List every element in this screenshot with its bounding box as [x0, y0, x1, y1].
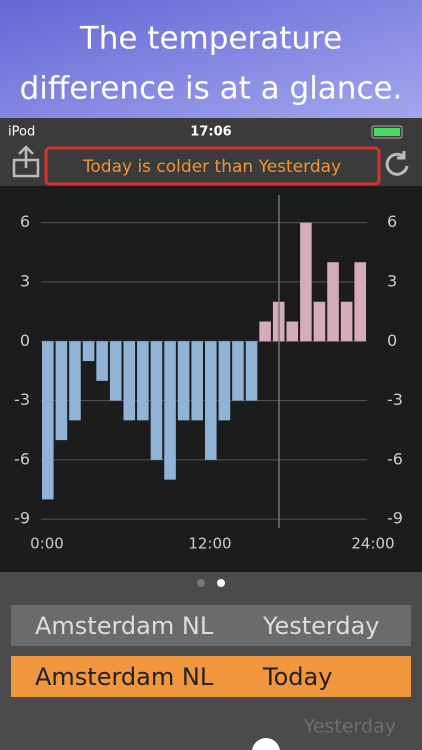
- row-day: Today: [262, 663, 332, 691]
- refresh-button[interactable]: [385, 151, 409, 176]
- row[interactable]: [11, 605, 411, 646]
- y-tick-label: -3: [14, 390, 30, 409]
- page-dot[interactable]: [197, 579, 205, 587]
- y2-tick-label: 0: [387, 331, 397, 350]
- clock: 17:06: [190, 125, 231, 140]
- y-tick-label: 0: [20, 331, 30, 350]
- bar: [123, 341, 136, 421]
- slider-knob[interactable]: [252, 738, 280, 750]
- banner-text: difference is at a glance.: [20, 71, 403, 107]
- x-tick-label: 0:00: [30, 535, 64, 553]
- y-tick-label: -6: [14, 449, 30, 468]
- bar: [205, 341, 217, 460]
- bar: [96, 341, 108, 381]
- y-tick-label: 6: [20, 212, 30, 231]
- row-city: Amsterdam NL: [35, 612, 214, 640]
- row[interactable]: [11, 656, 411, 697]
- footer-label: Yesterday: [303, 716, 396, 738]
- bar: [82, 341, 95, 362]
- y2-tick-label: -3: [387, 390, 403, 409]
- highlight-box: [44, 146, 381, 186]
- row-day: Yesterday: [262, 612, 380, 640]
- bar: [137, 341, 149, 421]
- y2-tick-label: -6: [387, 449, 403, 468]
- y2-tick-label: -9: [387, 509, 403, 528]
- x-tick-label: 24:00: [351, 535, 394, 553]
- bar: [313, 301, 326, 342]
- bar: [259, 321, 271, 342]
- battery: [371, 125, 403, 139]
- bar: [150, 341, 163, 460]
- bar: [109, 341, 122, 401]
- toolbar-title: Today is colder than Yesterday: [82, 157, 341, 177]
- y2-tick-label: 3: [387, 271, 397, 290]
- bar: [164, 341, 176, 480]
- x-tick-label: 12:00: [188, 535, 231, 553]
- bar: [286, 321, 299, 342]
- y2-tick-label: 6: [387, 212, 397, 231]
- row-city: Amsterdam NL: [35, 663, 214, 691]
- bar: [177, 341, 190, 421]
- y-tick-label: -9: [14, 509, 30, 528]
- page-dot[interactable]: [217, 579, 225, 587]
- banner: [0, 0, 422, 118]
- battery-level: [374, 128, 400, 136]
- chart: 6 63 30 0-3 -3-6 -6-9 -90:00 12:00 24:00: [14, 212, 403, 552]
- bar: [218, 341, 231, 421]
- bar: [340, 301, 353, 342]
- bar: [232, 341, 244, 401]
- share-button[interactable]: [12, 145, 40, 178]
- bar: [327, 262, 339, 342]
- bar: [354, 262, 366, 342]
- bar: [300, 222, 312, 342]
- bar: [69, 341, 81, 421]
- top-bar: [0, 118, 422, 186]
- bar: [191, 341, 203, 421]
- bar: [245, 341, 258, 401]
- bar: [42, 341, 54, 500]
- y-tick-label: 3: [20, 271, 30, 290]
- device: iPod: [8, 125, 35, 140]
- banner-text: The temperature: [79, 21, 342, 57]
- bar: [55, 341, 68, 441]
